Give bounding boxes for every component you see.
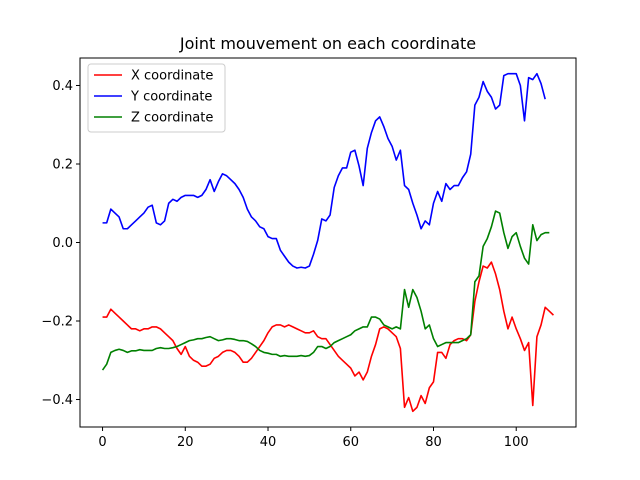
series-line-2 [102, 72, 546, 269]
series-line-1 [102, 261, 555, 413]
y-tick-label: 0.4 [52, 79, 73, 94]
x-tick-label: 0 [98, 435, 106, 450]
legend-label: Z coordinate [131, 111, 213, 126]
chart-title: Joint mouvement on each coordinate [179, 34, 476, 53]
x-tick-label: 80 [425, 435, 442, 450]
x-tick-label: 100 [504, 435, 529, 450]
y-tick-label: 0.2 [52, 157, 73, 172]
legend: X coordinate Y coordinate Z coordinate [87, 63, 226, 133]
x-tick-label: 60 [342, 435, 359, 450]
series-line-3 [101, 210, 550, 371]
x-axis: 0 20 40 60 80 100 [98, 427, 529, 450]
y-tick-label: 0.0 [52, 236, 73, 251]
x-tick-label: 40 [260, 435, 277, 450]
y-tick-label: −0.4 [41, 393, 73, 408]
y-axis: −0.4 −0.2 0.0 0.2 0.4 [41, 79, 80, 408]
legend-label: X coordinate [131, 69, 213, 84]
y-tick-label: −0.2 [41, 315, 73, 330]
legend-label: Y coordinate [130, 90, 212, 105]
legend-box [87, 63, 226, 133]
x-tick-label: 20 [177, 435, 194, 450]
series-layer [101, 72, 555, 413]
